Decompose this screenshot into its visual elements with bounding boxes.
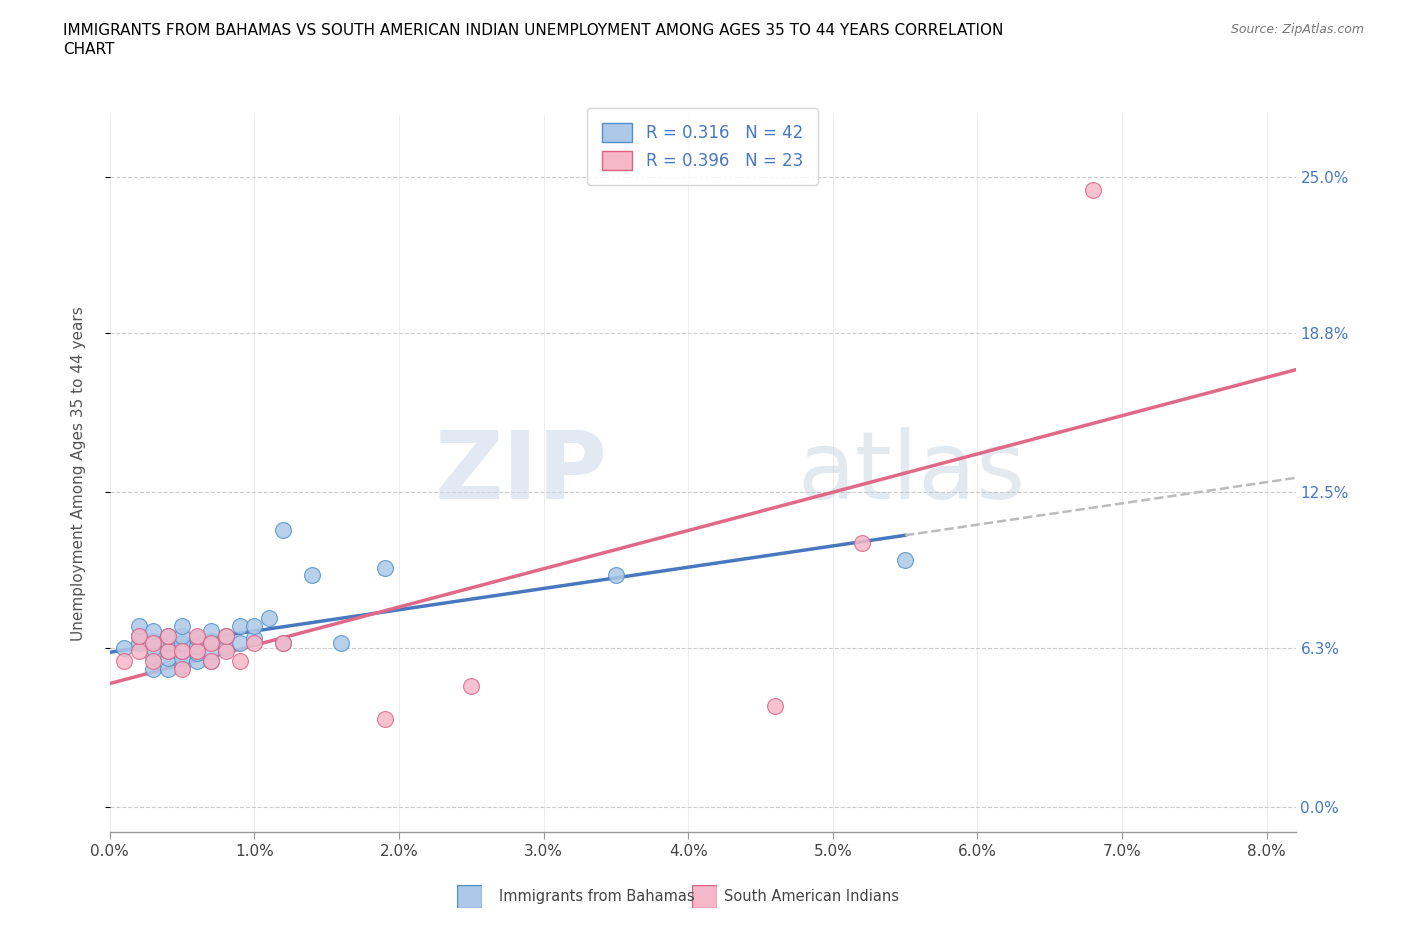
Point (214, 644, 236, 658)
Point (229, 654, 252, 669)
Point (172, 658, 194, 673)
Legend: R = 0.316   N = 42, R = 0.396   N = 23: R = 0.316 N = 42, R = 0.396 N = 23 (588, 108, 818, 185)
Point (200, 636, 222, 651)
Point (330, 636, 353, 651)
Text: atlas: atlas (797, 427, 1026, 519)
Point (128, 629, 150, 644)
Point (142, 641, 165, 656)
Point (172, 636, 194, 651)
Text: Immigrants from Bahamas: Immigrants from Bahamas (499, 889, 695, 904)
Point (186, 631, 208, 645)
Point (200, 644, 222, 658)
Point (128, 636, 150, 651)
Point (156, 636, 179, 651)
Point (128, 644, 150, 658)
Point (142, 623, 165, 638)
Point (200, 633, 222, 648)
Point (460, 679, 482, 694)
Point (128, 618, 150, 633)
Point (1081, 182, 1104, 197)
Point (301, 568, 323, 583)
Point (763, 699, 786, 714)
Point (156, 651, 179, 666)
Point (186, 629, 208, 644)
Point (214, 641, 236, 656)
Point (172, 661, 194, 676)
Point (186, 654, 208, 669)
Point (186, 638, 208, 653)
Point (229, 636, 252, 651)
Point (156, 629, 179, 644)
Point (273, 636, 295, 651)
Point (142, 654, 165, 669)
Text: South American Indians: South American Indians (724, 889, 898, 904)
Point (156, 644, 179, 658)
Point (273, 636, 295, 651)
Point (172, 644, 194, 658)
Point (200, 623, 222, 638)
Point (156, 644, 179, 658)
Text: ZIP: ZIP (434, 427, 607, 519)
Point (374, 560, 396, 575)
Point (605, 568, 627, 583)
Point (186, 646, 208, 661)
Point (186, 644, 208, 658)
Point (229, 618, 252, 633)
Point (851, 535, 873, 550)
Point (200, 654, 222, 669)
Point (200, 654, 222, 669)
Text: IMMIGRANTS FROM BAHAMAS VS SOUTH AMERICAN INDIAN UNEMPLOYMENT AMONG AGES 35 TO 4: IMMIGRANTS FROM BAHAMAS VS SOUTH AMERICA… (63, 23, 1004, 38)
Text: Source: ZipAtlas.com: Source: ZipAtlas.com (1230, 23, 1364, 36)
Point (374, 711, 396, 726)
Point (894, 552, 917, 567)
Point (273, 523, 295, 538)
Point (112, 654, 135, 669)
Point (172, 651, 194, 666)
Y-axis label: Unemployment Among Ages 35 to 44 years: Unemployment Among Ages 35 to 44 years (72, 306, 86, 641)
Point (243, 618, 266, 633)
Point (214, 629, 236, 644)
Point (243, 631, 266, 645)
Point (142, 633, 165, 648)
Point (156, 629, 179, 644)
Point (112, 641, 135, 656)
Point (142, 636, 165, 651)
Point (128, 629, 150, 644)
Point (172, 629, 194, 644)
Point (214, 629, 236, 644)
Point (142, 661, 165, 676)
Point (243, 636, 266, 651)
Point (172, 618, 194, 633)
Point (257, 611, 280, 626)
Text: CHART: CHART (63, 42, 115, 57)
Point (142, 648, 165, 663)
Point (156, 661, 179, 676)
Point (172, 644, 194, 658)
